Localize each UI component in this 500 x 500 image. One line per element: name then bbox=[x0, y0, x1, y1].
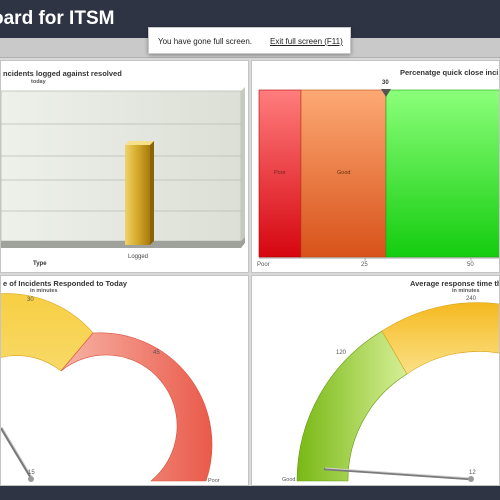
gauge-tick-120: 120 bbox=[336, 350, 347, 356]
poor-zone bbox=[258, 89, 302, 258]
incidents-bar-subtitle: today bbox=[31, 79, 46, 85]
logged-bar-top bbox=[125, 141, 154, 145]
dashboard-title: oard for ITSM bbox=[0, 8, 115, 29]
exit-fullscreen-link[interactable]: Exit full screen (F11) bbox=[270, 37, 343, 46]
bar-plot-back bbox=[1, 90, 242, 242]
good-zone-label: Good bbox=[337, 170, 351, 176]
response-time-gauge-subtitle: in minutes bbox=[452, 288, 480, 294]
excellent-zone bbox=[385, 89, 499, 258]
axis-tick-label-poor: Poor bbox=[257, 262, 270, 268]
gauge-pivot bbox=[28, 476, 34, 482]
gauge-needle-highlight bbox=[1, 426, 33, 478]
incidents-bar-title: ncidents logged against resolved bbox=[3, 69, 122, 78]
marker-value-label: 30 bbox=[382, 80, 389, 86]
gauge-green-band bbox=[296, 330, 408, 482]
good-zone bbox=[300, 89, 387, 258]
incidents-bar-chart bbox=[1, 87, 245, 248]
gauge-pivot bbox=[468, 476, 474, 482]
gauge-needle bbox=[323, 467, 472, 481]
gauge-tick-30: 30 bbox=[27, 297, 34, 303]
responded-gauge bbox=[1, 293, 213, 482]
gauge-red-band bbox=[60, 332, 213, 482]
gauge-tick-45: 45 bbox=[153, 350, 160, 356]
gauge-needle bbox=[1, 427, 33, 479]
marker-pointer bbox=[381, 89, 391, 97]
poor-zone-label: Poor bbox=[274, 170, 286, 176]
fullscreen-notice: You have gone full screen. Exit full scr… bbox=[148, 27, 351, 54]
response-time-gauge bbox=[296, 302, 499, 482]
axis-tick-label-50: 50 bbox=[467, 262, 474, 268]
quick-close-panel: Percenatge quick close inci bbox=[251, 60, 500, 273]
logged-bar bbox=[125, 145, 150, 245]
gauge-yellow-band bbox=[1, 293, 94, 372]
response-time-gauge-title: Average response time th bbox=[410, 279, 500, 288]
gauge-tick-15: 15 bbox=[28, 470, 35, 476]
fullscreen-message: You have gone full screen. bbox=[158, 37, 252, 46]
gauge-tick-good: Good bbox=[282, 477, 296, 483]
quick-close-chart bbox=[258, 89, 499, 261]
footer-bar bbox=[0, 486, 500, 500]
gauge-yellow-band bbox=[381, 302, 499, 375]
response-time-gauge-panel: Average response time th in minutes 120 … bbox=[251, 275, 500, 486]
type-axis-label: Type bbox=[33, 261, 47, 267]
bar-plot-side bbox=[241, 87, 245, 241]
incidents-bar-panel: ncidents logged against resolved today bbox=[0, 60, 249, 273]
quick-close-title: Percenatge quick close inci bbox=[400, 68, 499, 77]
gauge-needle-highlight bbox=[324, 467, 472, 479]
logged-category-label: Logged bbox=[128, 254, 149, 260]
gauge-tick-12: 12 bbox=[469, 470, 476, 476]
responded-gauge-panel: e of Incidents Responded to Today in min… bbox=[0, 275, 249, 486]
gauge-tick-240: 240 bbox=[466, 296, 477, 302]
gauge-tick-poor: Poor bbox=[208, 478, 220, 484]
responded-gauge-subtitle: in minutes bbox=[30, 288, 58, 294]
bar-plot-floor bbox=[1, 237, 245, 248]
axis-tick-label-25: 25 bbox=[361, 262, 368, 268]
logged-bar-side bbox=[150, 141, 154, 245]
responded-gauge-title: e of Incidents Responded to Today bbox=[3, 279, 128, 288]
